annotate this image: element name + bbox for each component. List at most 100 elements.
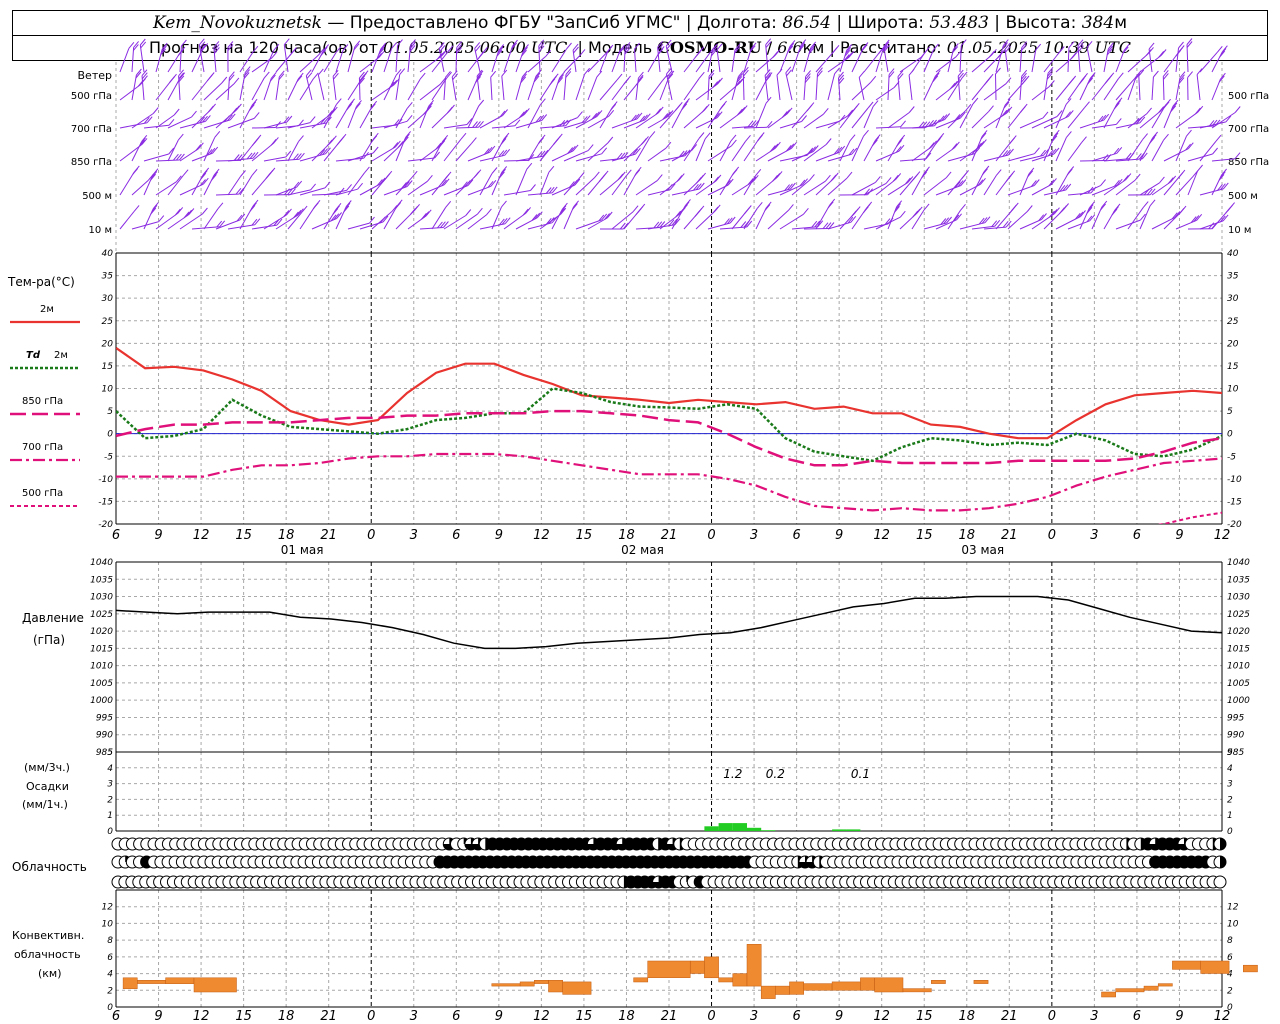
wind-barb — [779, 121, 802, 129]
wind-barb-flag — [624, 41, 631, 49]
wind-barb — [155, 48, 163, 73]
pressure-line — [115, 595, 1223, 650]
wind-barb-flag — [551, 186, 558, 194]
wind-barb — [203, 137, 216, 162]
wind-barb-flag — [511, 42, 517, 50]
wind-barb — [647, 189, 671, 196]
wind-barb-flag — [411, 170, 418, 178]
wind-barb-flag — [785, 144, 792, 152]
wind-barb-flag — [439, 45, 446, 52]
wind-barb — [791, 180, 810, 196]
conv-bar — [519, 981, 535, 987]
wind-barb-flag — [1197, 105, 1204, 113]
x-tick-label-bottom: 21 — [1001, 1009, 1018, 1024]
wind-barb-flag — [1041, 213, 1047, 220]
wind-barb — [335, 50, 344, 73]
x-tick-label: 3 — [750, 528, 758, 543]
wind-barb-flag — [533, 75, 540, 83]
wind-barb-flag — [183, 211, 190, 219]
conv-bar — [193, 977, 237, 993]
wind-barb-flag — [980, 132, 987, 140]
wind-barb — [119, 48, 130, 73]
wind-barb-flag — [572, 144, 579, 152]
wind-barb — [213, 47, 217, 73]
wind-barb-flag — [378, 48, 385, 55]
wind-barb — [515, 120, 542, 129]
wind-barb-flag — [249, 152, 256, 159]
wind-barb-flag — [173, 108, 180, 116]
wind-barb-flag — [273, 137, 279, 144]
wind-barb-flag — [750, 42, 757, 50]
wind-barb-flag — [1222, 45, 1228, 53]
wind-barb-flag — [1158, 106, 1165, 113]
wind-barb-flag — [1088, 74, 1095, 82]
wind-barb-flag — [892, 174, 899, 182]
wind-barb-flag — [332, 69, 339, 77]
wind-barb-flag — [637, 74, 644, 82]
wind-barb-flag — [1167, 177, 1174, 184]
wind-barb-flag — [1178, 77, 1185, 84]
y-tick-label-right: 25 — [1227, 317, 1239, 327]
wind-barb-flag — [636, 112, 643, 120]
wind-barb-flag — [309, 116, 316, 123]
wind-barb-flag — [283, 210, 290, 217]
wind-barb-flag — [141, 69, 148, 77]
wind-barb-flag — [128, 41, 135, 49]
x-tick-label-bottom: 6 — [452, 1009, 460, 1024]
wind-barb — [119, 211, 135, 230]
wind-barb-flag — [741, 105, 748, 112]
wind-barb-flag — [634, 42, 640, 50]
lat-label: Широта: — [847, 13, 924, 33]
wind-barb — [467, 185, 492, 196]
wind-barb — [1163, 175, 1181, 196]
wind-barb-flag — [443, 221, 449, 228]
wind-barb-flag — [270, 74, 276, 82]
wind-barb-flag — [1103, 113, 1110, 121]
x-tick-label-bottom: 15 — [916, 1009, 933, 1024]
wind-barb — [959, 183, 981, 196]
wind-barb-flag — [908, 106, 915, 113]
wind-barb-flag — [1005, 45, 1011, 53]
wind-barb — [467, 151, 491, 162]
wind-barb-flag — [1008, 148, 1014, 156]
wind-barb — [1019, 173, 1030, 196]
wind-barb-flag — [489, 145, 496, 153]
wind-barb — [167, 214, 190, 230]
wind-barb-flag — [657, 106, 664, 114]
wind-barb-flag — [1152, 131, 1158, 139]
wind-barb — [957, 76, 961, 101]
wind-barb-flag — [1066, 168, 1073, 176]
wind-barb — [419, 106, 430, 129]
provider-text: — Предоставлено ФГБУ "ЗапСиб УГМС" — [327, 13, 681, 33]
wind-barb-flag — [342, 44, 349, 51]
wind-barb-flag — [1067, 110, 1074, 117]
wind-barb — [419, 227, 444, 230]
wind-barb-flag — [1138, 69, 1145, 77]
wind-barb-flag — [604, 213, 610, 220]
wind-barb-flag — [574, 178, 581, 186]
wind-barb-flag — [295, 209, 302, 217]
wind-barb-flag — [1178, 41, 1184, 49]
wind-barb-flag — [983, 165, 990, 173]
wind-barb-flag — [694, 210, 701, 217]
wind-barb-flag — [712, 43, 718, 51]
y-tick-label: 4 — [107, 970, 113, 980]
wind-barb — [911, 146, 932, 162]
wind-barb-flag — [402, 136, 409, 144]
y-tick-label-right: 1 — [1227, 811, 1233, 821]
wind-barb-flag — [1051, 209, 1058, 216]
y-tick-label-right: 990 — [1227, 731, 1244, 741]
wind-barb — [947, 210, 961, 230]
wind-barb — [731, 125, 755, 129]
wind-barb — [1019, 154, 1044, 162]
wind-barb-flag — [319, 149, 326, 156]
wind-barb-flag — [897, 73, 904, 80]
wind-barb-flag — [178, 72, 185, 80]
wind-barb-flag — [141, 138, 148, 145]
wind-barb — [707, 76, 710, 101]
conv-bar — [1200, 960, 1230, 974]
wind-barb — [119, 171, 135, 196]
wind-barb — [776, 75, 781, 101]
wind-barb — [1187, 125, 1216, 129]
